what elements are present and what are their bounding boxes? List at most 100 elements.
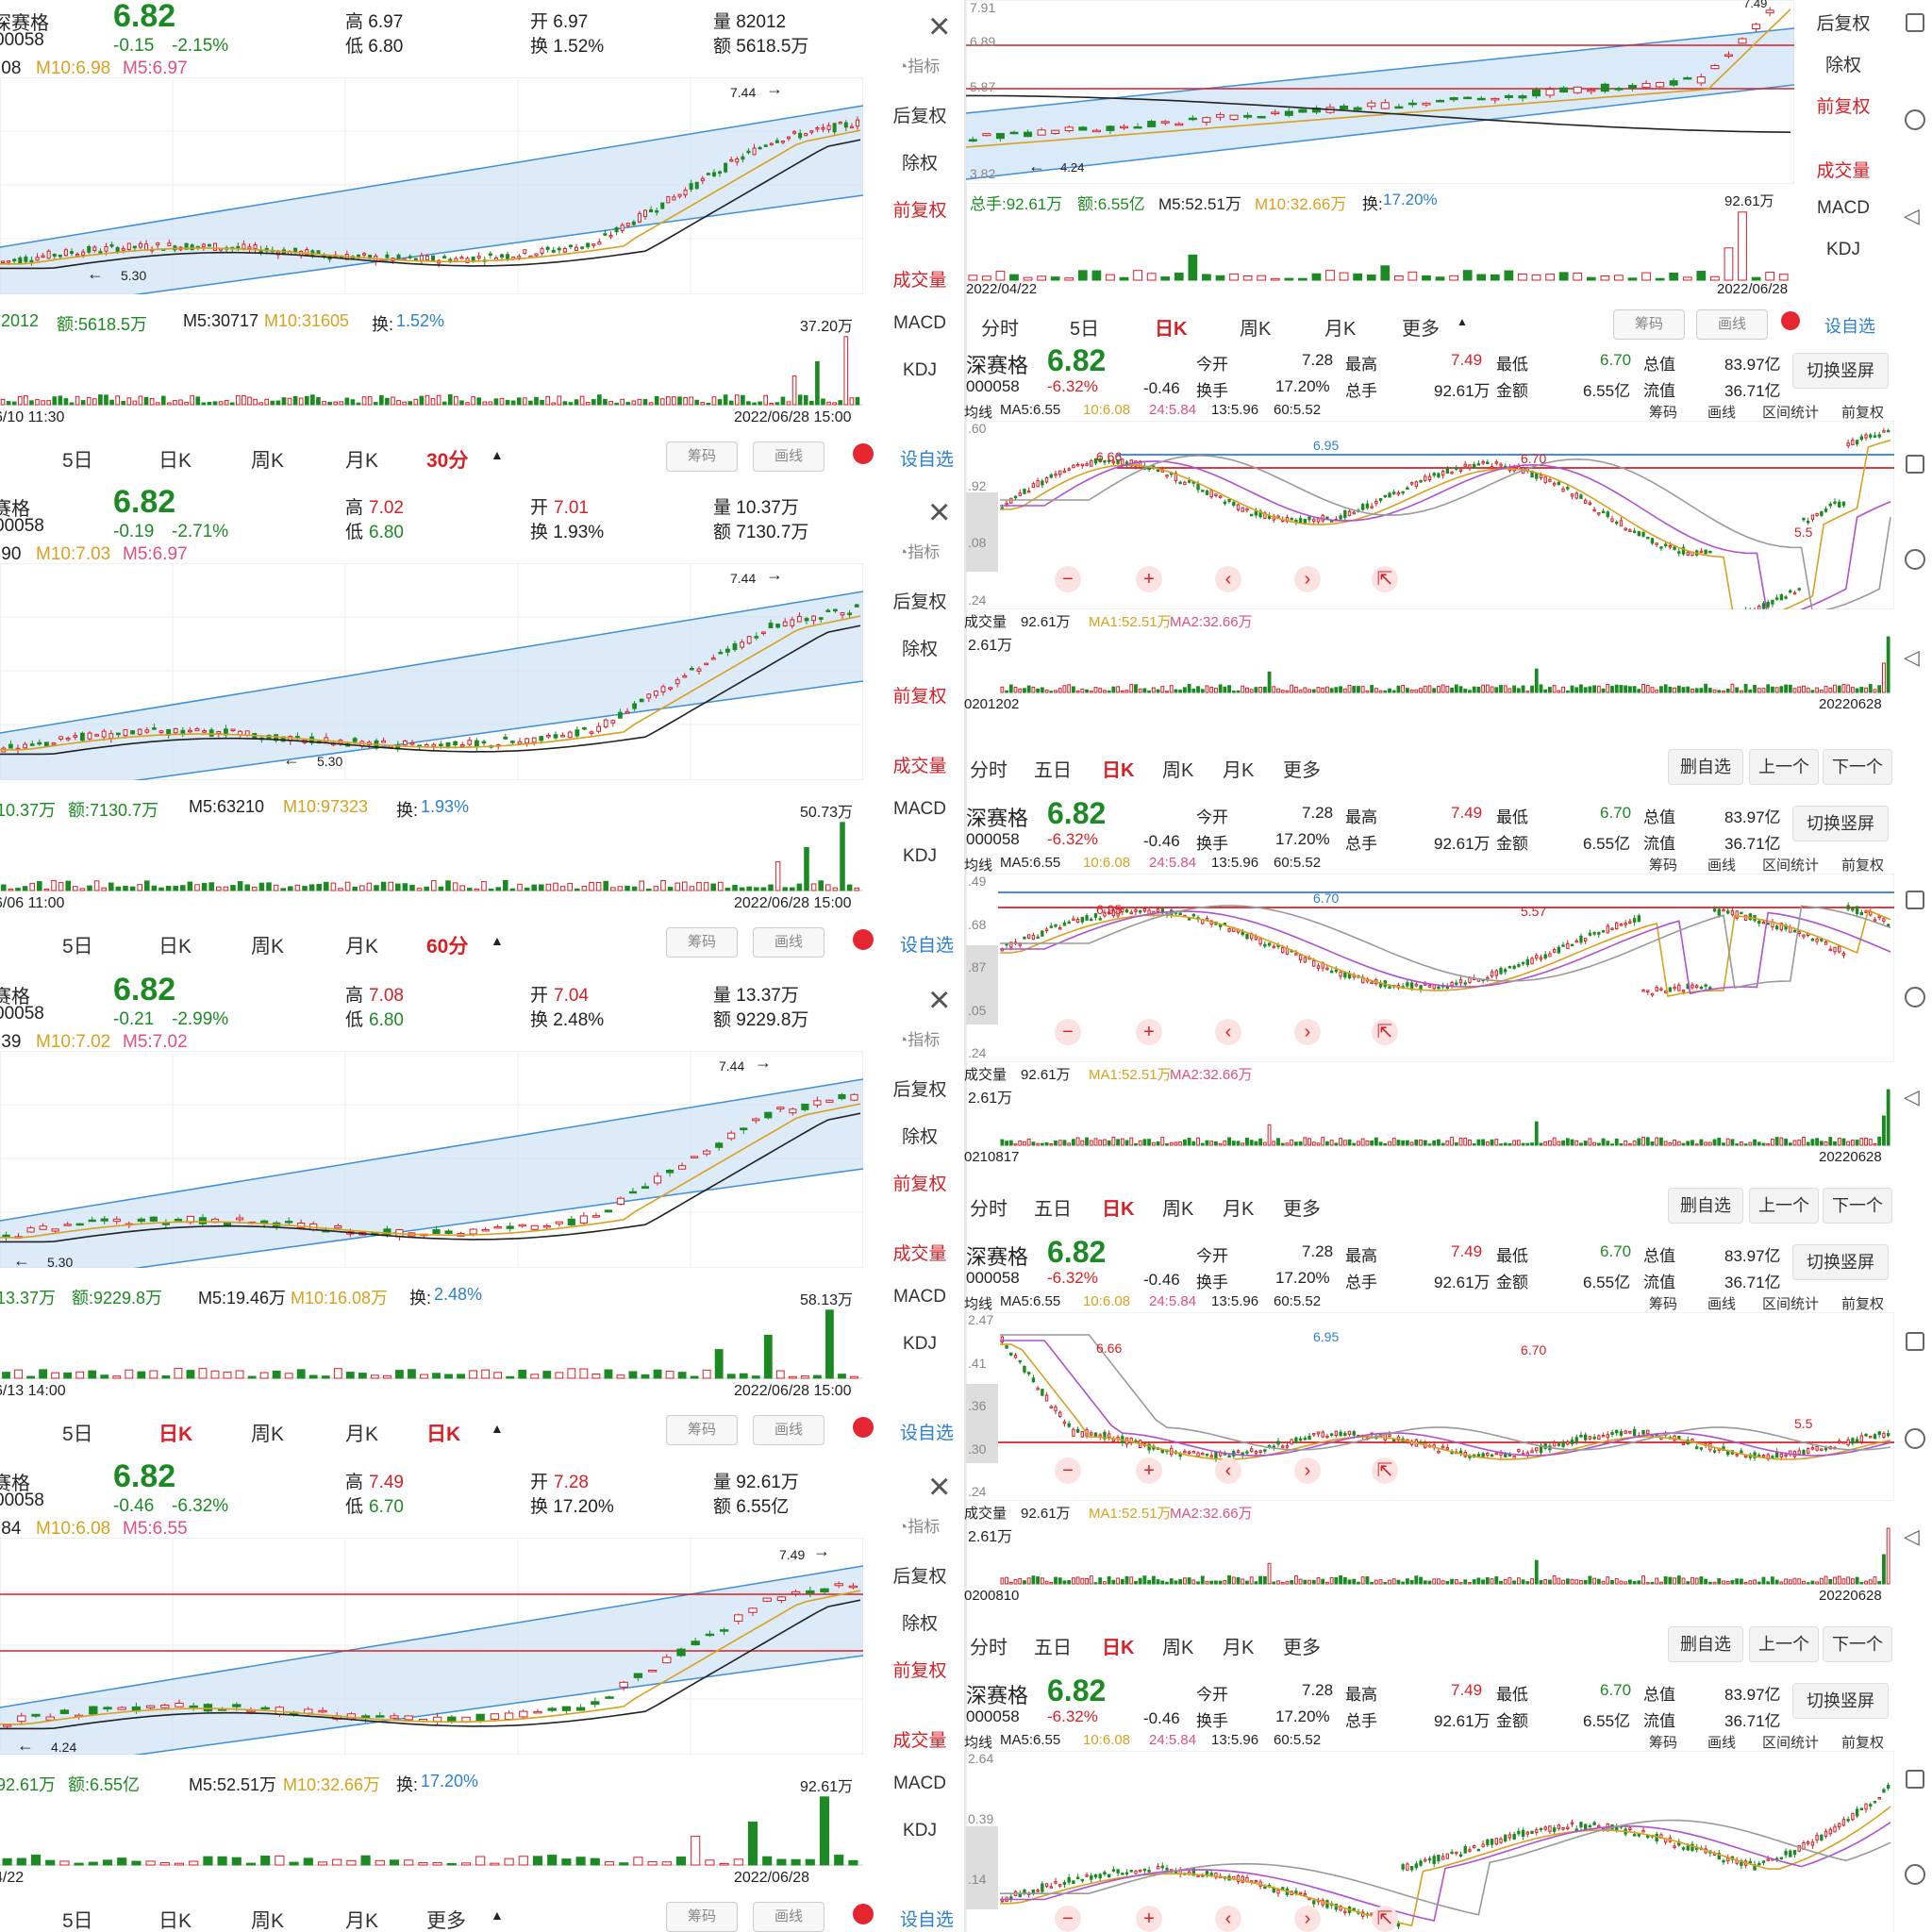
prev-icon[interactable]: ‹ [1215, 1906, 1241, 1932]
side-button-2[interactable]: 前复权 [892, 1174, 947, 1194]
tab-0[interactable]: 5日 [62, 936, 93, 958]
nav-button-0[interactable]: 删自选 [1668, 749, 1743, 785]
caret-up-icon[interactable]: ▲ [491, 933, 504, 948]
side-button-4[interactable]: MACD [893, 799, 946, 819]
nav-button-2[interactable]: 下一个 [1823, 1626, 1892, 1662]
tab-3[interactable]: 月K [345, 1424, 379, 1445]
side-button-4[interactable]: MACD [893, 313, 946, 333]
side-button-4[interactable]: MACD [893, 1287, 946, 1307]
zoom-in-icon[interactable]: + [1136, 566, 1162, 592]
home-icon[interactable] [1905, 549, 1925, 570]
tab-3[interactable]: 周K [1162, 1199, 1194, 1220]
tab-2[interactable]: 周K [251, 1910, 285, 1932]
side-button-2[interactable]: 前复权 [1816, 97, 1871, 117]
tab-5[interactable]: 更多 [1402, 319, 1440, 340]
side-button-2[interactable]: 前复权 [892, 201, 947, 221]
record-dot-icon[interactable] [853, 443, 874, 464]
nav-button-1[interactable]: 上一个 [1749, 749, 1819, 785]
add-watchlist-button[interactable]: 设自选 [900, 1424, 955, 1443]
chart-tool-0[interactable]: 筹码 [1649, 1296, 1678, 1312]
side-button-2[interactable]: 前复权 [892, 687, 947, 707]
tab-4[interactable]: 月K [1223, 1638, 1255, 1658]
zoom-out-icon[interactable]: − [1055, 1019, 1081, 1045]
tab-0[interactable]: 5日 [62, 1424, 93, 1445]
collapse-icon[interactable]: ⇱ [1372, 566, 1398, 592]
tab-3[interactable]: 月K [345, 936, 379, 958]
prev-icon[interactable]: ‹ [1215, 1019, 1241, 1045]
tab-2[interactable]: 周K [251, 450, 285, 472]
chart-tool-2[interactable]: 区间统计 [1762, 858, 1820, 874]
tab-period[interactable]: 日K [426, 1424, 461, 1445]
tab-1[interactable]: 五日 [1034, 1638, 1072, 1658]
close-icon[interactable]: × [928, 979, 951, 1021]
side-button-3[interactable]: 成交量 [892, 757, 947, 776]
tab-1[interactable]: 五日 [1034, 1199, 1072, 1220]
tab-more[interactable]: 更多 [426, 1910, 466, 1932]
zoom-in-icon[interactable]: + [1136, 1457, 1162, 1484]
side-button-1[interactable]: 除权 [901, 154, 938, 174]
collapse-icon[interactable]: ⇱ [1372, 1457, 1398, 1484]
side-button-1[interactable]: 除权 [1824, 56, 1861, 75]
side-button-1[interactable]: 除权 [901, 1614, 938, 1634]
nav-button-2[interactable]: 下一个 [1823, 1188, 1892, 1224]
side-button-3[interactable]: 成交量 [892, 1244, 947, 1264]
tab-2[interactable]: 周K [251, 1424, 285, 1445]
tab-1[interactable]: 5日 [1070, 319, 1100, 340]
switch-portrait-button[interactable]: 切换竖屏 [1792, 353, 1889, 389]
zoom-out-icon[interactable]: − [1055, 566, 1081, 592]
switch-portrait-button[interactable]: 切换竖屏 [1792, 1244, 1889, 1280]
chart-tool-3[interactable]: 前复权 [1841, 405, 1885, 421]
tab-0[interactable]: 分时 [970, 760, 1008, 781]
side-button-3[interactable]: 成交量 [892, 271, 947, 291]
record-dot-icon[interactable] [853, 929, 874, 950]
caret-up-icon[interactable]: ▲ [491, 447, 504, 462]
chip-huaxian[interactable]: 画线 [753, 1902, 824, 1932]
recent-apps-icon[interactable] [1906, 455, 1924, 474]
tab-1[interactable]: 五日 [1034, 760, 1072, 781]
side-button-0[interactable]: 后复权 [1816, 14, 1871, 34]
nav-button-1[interactable]: 上一个 [1749, 1626, 1819, 1662]
home-icon[interactable] [1905, 1428, 1925, 1449]
tab-0[interactable]: 5日 [62, 1910, 93, 1932]
chart-tool-3[interactable]: 前复权 [1841, 1735, 1885, 1751]
side-button-1[interactable]: 除权 [901, 640, 938, 659]
chip-huaxian[interactable]: 画线 [1696, 309, 1768, 340]
tab-1[interactable]: 日K [158, 1424, 193, 1445]
record-dot-icon[interactable] [1781, 311, 1800, 330]
chart-tool-2[interactable]: 区间统计 [1762, 1735, 1820, 1751]
tab-1[interactable]: 日K [158, 450, 192, 472]
chart-tool-1[interactable]: 画线 [1707, 1296, 1737, 1312]
prev-icon[interactable]: ‹ [1215, 566, 1241, 592]
indicator-button[interactable]: ◔指标 [898, 539, 940, 562]
recent-apps-icon[interactable] [1906, 13, 1924, 32]
zoom-in-icon[interactable]: + [1136, 1906, 1162, 1932]
caret-up-icon[interactable]: ▲ [491, 1907, 504, 1923]
chart-tool-1[interactable]: 画线 [1707, 405, 1737, 421]
caret-up-icon[interactable]: ▲ [1457, 315, 1468, 328]
next-icon[interactable]: › [1294, 566, 1321, 592]
switch-portrait-button[interactable]: 切换竖屏 [1792, 806, 1889, 841]
side-button-5[interactable]: KDJ [903, 360, 937, 380]
close-icon[interactable]: × [928, 6, 951, 47]
tab-3[interactable]: 月K [345, 1910, 379, 1932]
recent-apps-icon[interactable] [1906, 1332, 1924, 1351]
tab-4[interactable]: 月K [1223, 760, 1255, 781]
nav-button-2[interactable]: 下一个 [1823, 749, 1892, 785]
prev-icon[interactable]: ‹ [1215, 1457, 1241, 1484]
side-button-4[interactable]: MACD [893, 1774, 946, 1793]
side-button-0[interactable]: 后复权 [892, 107, 947, 126]
close-icon[interactable]: × [928, 491, 951, 533]
next-icon[interactable]: › [1294, 1019, 1321, 1045]
chip-huaxian[interactable]: 画线 [753, 1415, 824, 1445]
tab-5[interactable]: 更多 [1283, 760, 1321, 781]
side-button-5[interactable]: KDJ [1826, 240, 1860, 259]
side-button-0[interactable]: 后复权 [892, 1567, 947, 1587]
side-button-5[interactable]: KDJ [903, 1334, 937, 1354]
record-dot-icon[interactable] [853, 1417, 874, 1438]
zoom-in-icon[interactable]: + [1136, 1019, 1162, 1045]
chart-tool-3[interactable]: 前复权 [1841, 1296, 1885, 1312]
chart-tool-1[interactable]: 画线 [1707, 858, 1737, 874]
tab-2[interactable]: 日K [1102, 1199, 1135, 1220]
side-button-5[interactable]: KDJ [903, 846, 937, 866]
indicator-button[interactable]: ◔指标 [898, 1513, 940, 1537]
